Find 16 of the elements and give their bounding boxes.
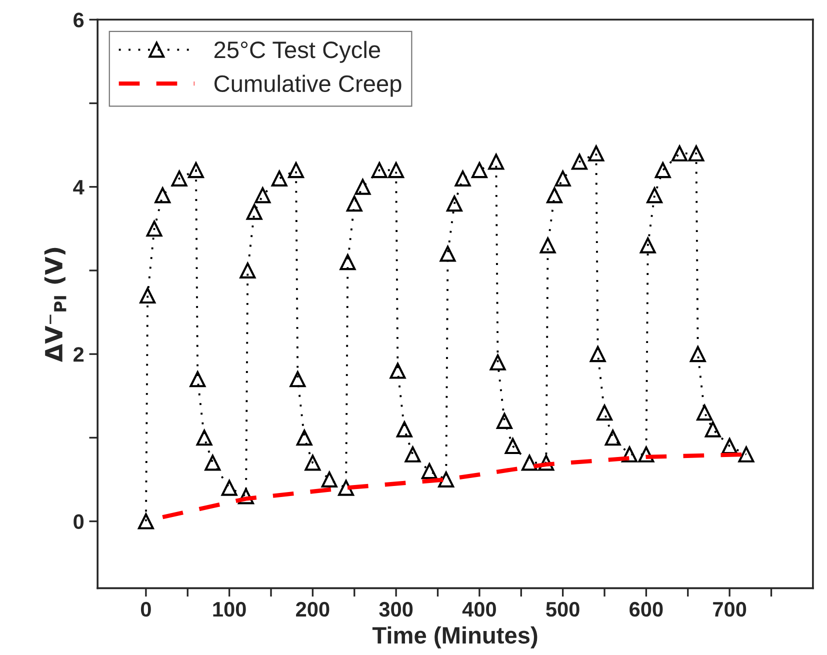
x-tick-label: 700 <box>713 602 746 617</box>
x-tick-label: 100 <box>213 602 246 617</box>
y-tick-label: 6 <box>74 12 84 28</box>
legend-label: Cumulative Creep <box>214 74 402 97</box>
x-tick-label: 400 <box>462 602 496 617</box>
y-tick-label: 4 <box>73 180 84 194</box>
x-tick-label: 300 <box>379 602 413 617</box>
y-axis-title: ΔV⁻$_{PI}$ (V) <box>44 248 66 362</box>
legend-label: 25°C Test Cycle <box>214 40 380 63</box>
y-tick-label: 0 <box>74 514 84 530</box>
x-tick-label: 200 <box>296 602 330 617</box>
y-tick-label: 2 <box>74 347 84 362</box>
x-tick-label: 600 <box>630 602 663 617</box>
x-tick-label: 500 <box>546 602 580 617</box>
x-tick-label: 0 <box>140 602 151 617</box>
x-axis-title: Time (Minutes) <box>372 626 538 648</box>
